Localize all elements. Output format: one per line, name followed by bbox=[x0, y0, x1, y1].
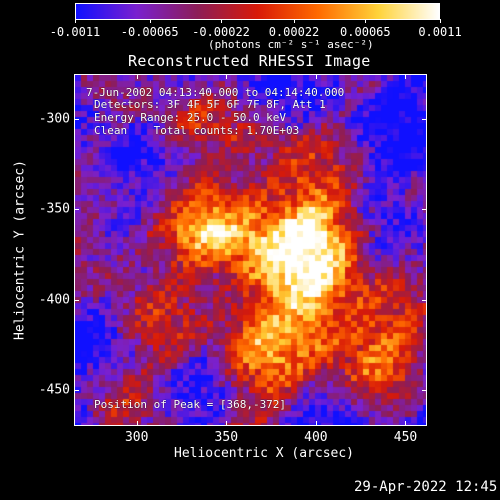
y-axis-tick bbox=[74, 299, 79, 301]
colorbar-gradient bbox=[76, 4, 439, 19]
x-axis-tick-label: 300 bbox=[124, 430, 149, 445]
x-axis-tick bbox=[226, 421, 228, 426]
colorbar-tick-label: 0.0011 bbox=[418, 25, 462, 39]
y-axis-tick-label: -400 bbox=[38, 292, 70, 308]
colorbar-tick bbox=[75, 19, 76, 23]
colorbar-tick bbox=[221, 19, 222, 23]
annotation-peak-position: Position of Peak = [368,-372] bbox=[94, 398, 287, 411]
plot-title: Reconstructed RHESSI Image bbox=[128, 52, 371, 70]
y-axis-title: Heliocentric Y (arcsec) bbox=[12, 159, 28, 341]
colorbar-tick-label: 0.00065 bbox=[340, 25, 391, 39]
y-axis-tick bbox=[74, 389, 79, 391]
y-axis-tick-label: -300 bbox=[38, 111, 70, 127]
x-axis-tick-label: 400 bbox=[304, 430, 328, 445]
y-axis-tick bbox=[422, 389, 427, 391]
rhessi-image bbox=[75, 75, 426, 425]
colorbar-tick bbox=[365, 19, 367, 23]
x-axis-title: Heliocentric X (arcsec) bbox=[174, 446, 355, 461]
x-axis-tick bbox=[405, 421, 407, 426]
colorbar-tick bbox=[440, 19, 441, 23]
colorbar-tick-label: -0.00065 bbox=[120, 25, 179, 39]
x-axis-tick bbox=[315, 74, 317, 79]
y-axis-tick bbox=[422, 119, 427, 121]
timestamp: 29-Apr-2022 12:45 bbox=[354, 479, 498, 495]
colorbar-tick-label: 0.00022 bbox=[268, 25, 320, 39]
colorbar bbox=[75, 3, 440, 20]
y-axis-tick-label: -450 bbox=[38, 382, 70, 398]
x-axis-tick bbox=[315, 421, 317, 426]
y-axis-tick-label: -350 bbox=[38, 201, 70, 217]
colorbar-tick-label: -0.0011 bbox=[49, 25, 101, 39]
colorbar-tick bbox=[149, 19, 151, 23]
x-axis-tick-label: 450 bbox=[393, 430, 418, 445]
annotation-time-range: 7-Jun-2002 04:13:40.000 to 04:14:40.000 bbox=[86, 86, 345, 99]
image-plot: 7-Jun-2002 04:13:40.000 to 04:14:40.000 … bbox=[74, 74, 427, 426]
annotation-energy-range: Energy Range: 25.0 - 50.0 keV bbox=[94, 111, 287, 124]
y-axis-tick bbox=[74, 209, 79, 211]
x-axis-tick-label: 350 bbox=[214, 430, 239, 445]
x-axis-tick bbox=[226, 74, 228, 79]
x-axis-tick bbox=[136, 74, 138, 79]
x-axis-tick bbox=[405, 74, 407, 79]
colorbar-tick bbox=[294, 19, 295, 23]
y-axis-tick bbox=[422, 209, 427, 211]
colorbar-units: (photons cm⁻² s⁻¹ asec⁻²) bbox=[208, 38, 374, 51]
y-axis-tick bbox=[422, 299, 427, 301]
colorbar-tick-label: -0.00022 bbox=[192, 25, 250, 39]
x-axis-tick bbox=[136, 421, 138, 426]
annotation-detectors: Detectors: 3F 4F 5F 6F 7F 8F, Att 1 bbox=[94, 98, 326, 111]
y-axis-tick bbox=[74, 119, 79, 121]
annotation-clean-counts: Clean Total counts: 1.70E+03 bbox=[94, 124, 300, 137]
